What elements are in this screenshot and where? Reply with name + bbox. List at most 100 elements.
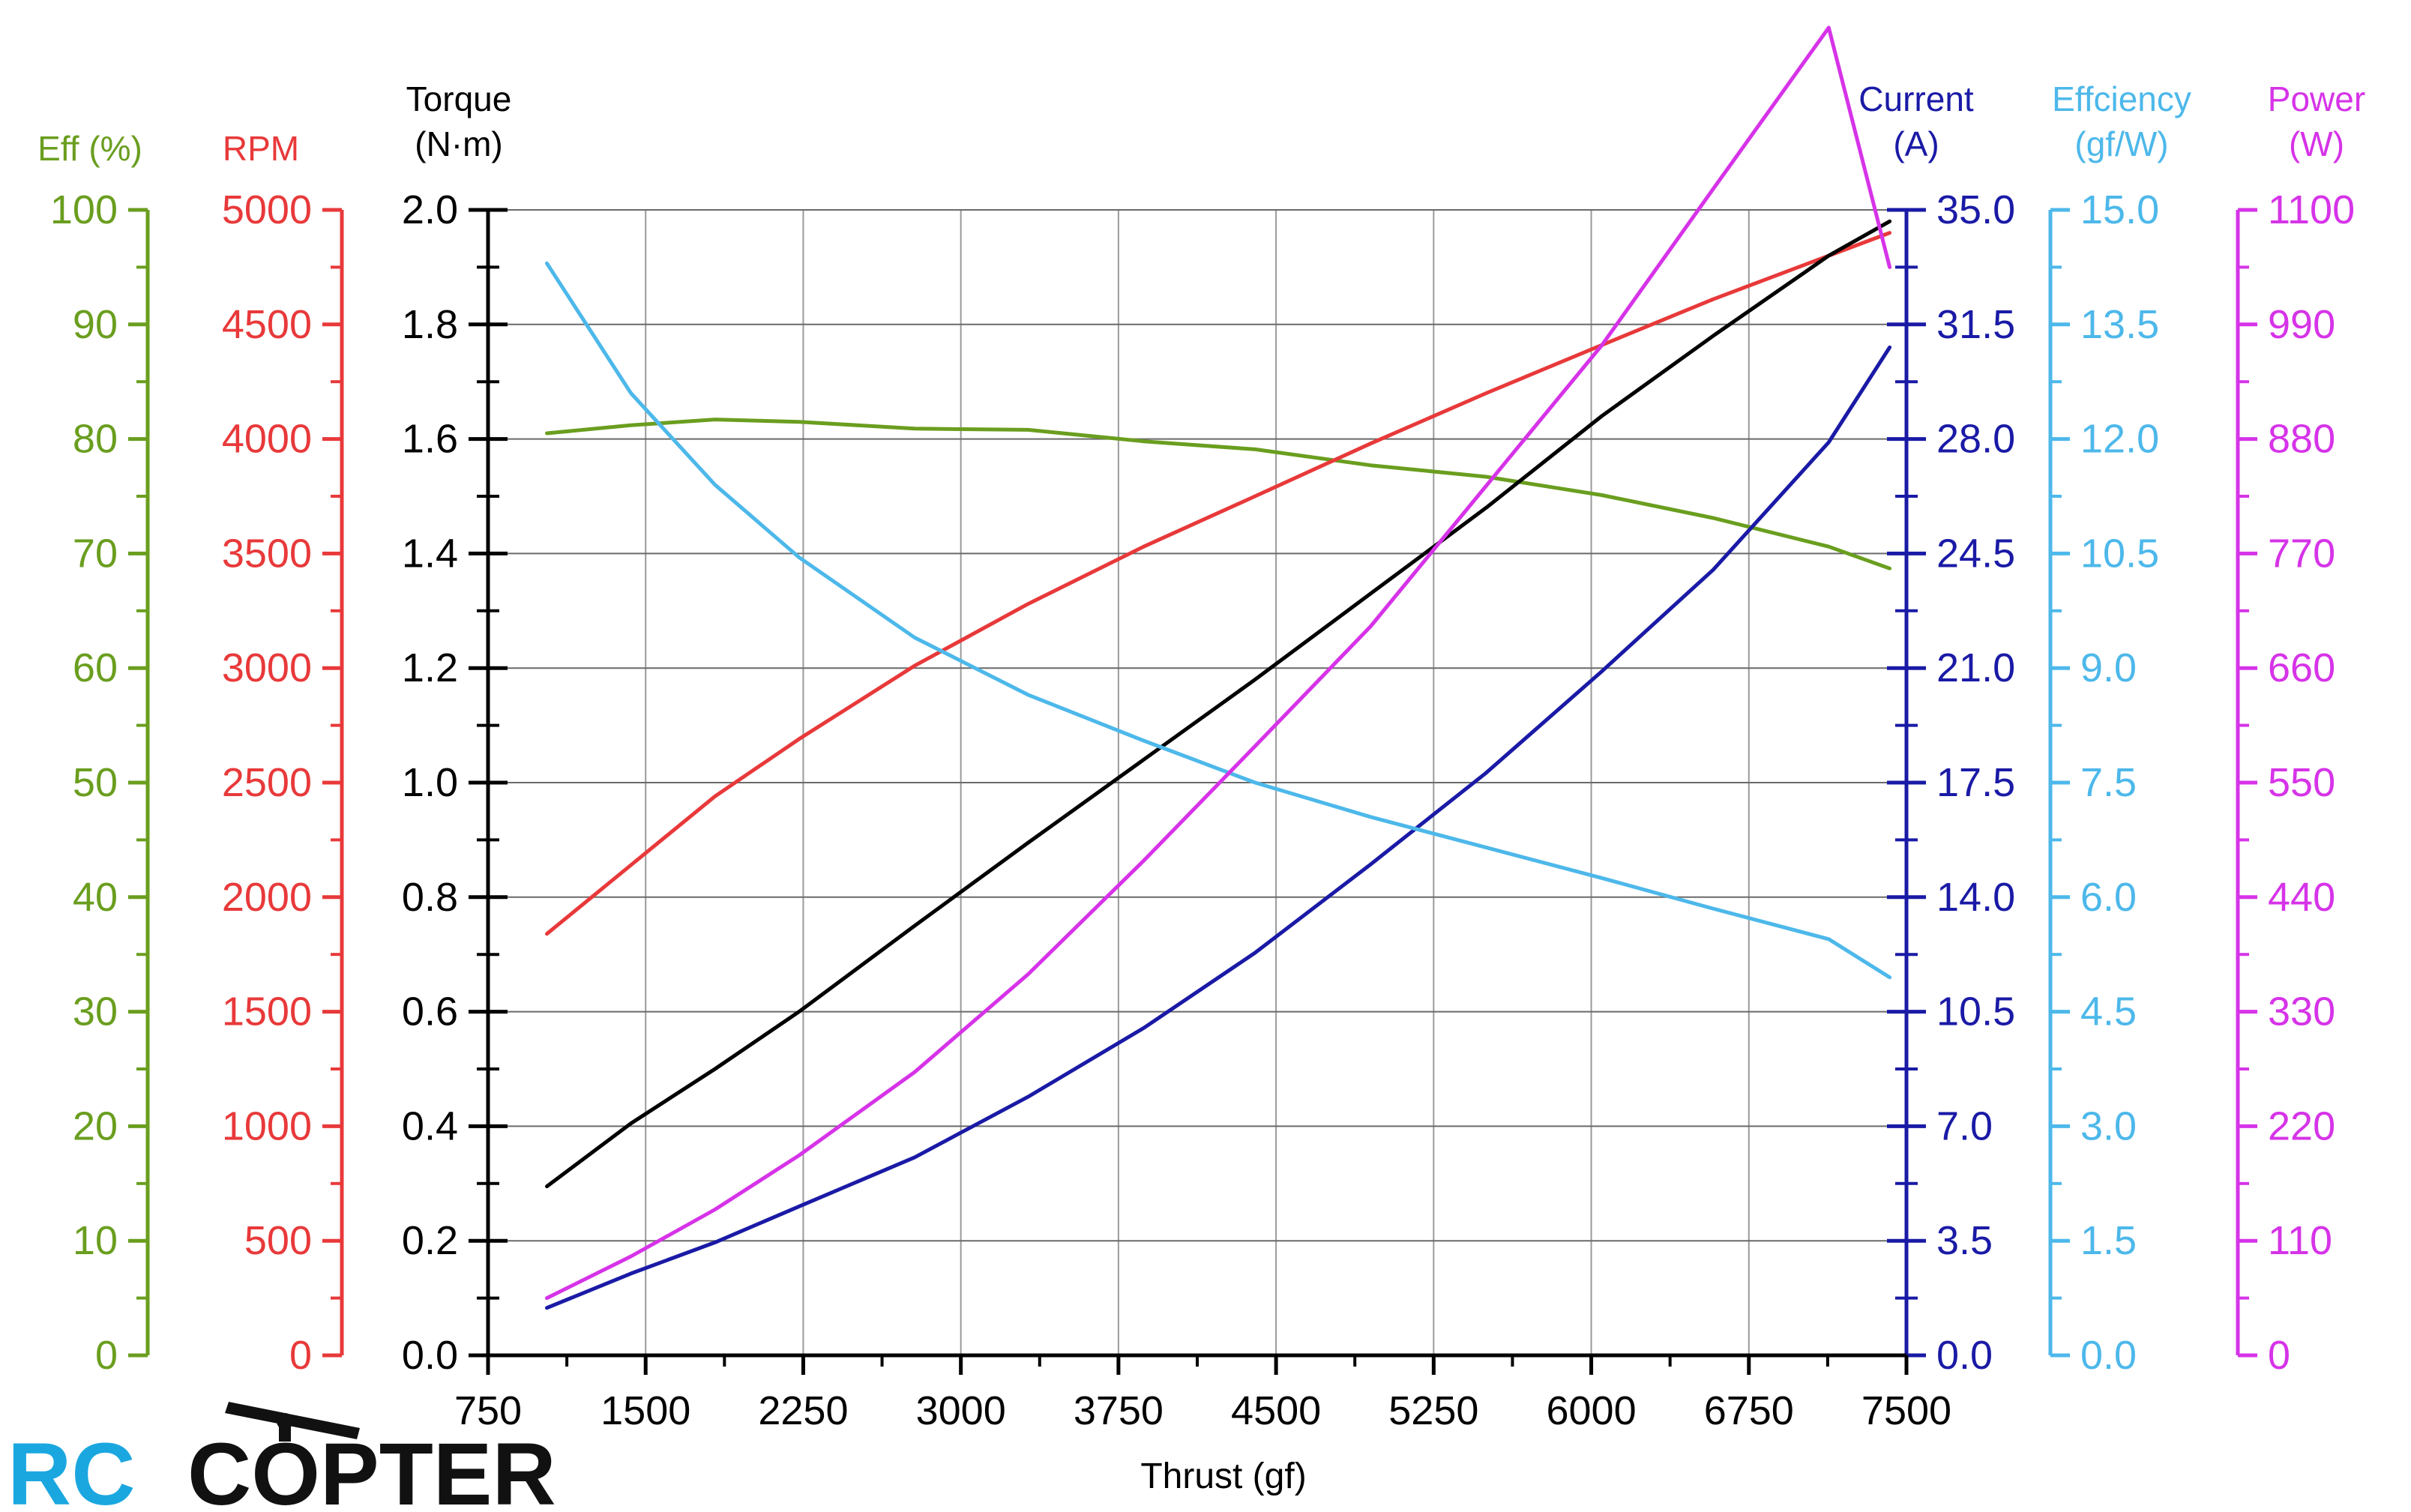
y-tick-label: 10.5 [1936, 990, 2015, 1034]
y-tick-label: 7.0 [1936, 1103, 1993, 1148]
y-tick-label: 4000 [222, 417, 312, 462]
y-tick-label: 3.5 [1936, 1218, 1993, 1263]
y-axis-eff_pct: 0 10 20 30 40 50 60 70 80 90 100 Eff (%) [37, 129, 150, 1378]
y-tick-label: 550 [2268, 760, 2335, 805]
y-tick-label: 770 [2268, 531, 2335, 576]
y-tick-label: 1.5 [2080, 1218, 2137, 1263]
y-tick-label: 1.2 [402, 645, 458, 690]
x-tick-label: 750 [454, 1388, 522, 1433]
x-tick-label: 2250 [758, 1388, 848, 1433]
y-tick-label: 0.0 [1936, 1333, 1993, 1378]
y-tick-label: 2500 [222, 760, 312, 805]
y-tick-label: 12.0 [2080, 417, 2159, 462]
y-axis-title: Torque [406, 79, 512, 118]
y-tick-label: 1.0 [402, 760, 458, 805]
x-tick-label: 3750 [1074, 1388, 1164, 1433]
x-tick-label: 1500 [601, 1388, 690, 1433]
y-tick-label: 500 [244, 1218, 312, 1263]
y-axis-title: (A) [1893, 124, 1939, 163]
y-axis-title: Eff (%) [37, 129, 142, 168]
x-axis-title: Thrust (gf) [1140, 1457, 1306, 1496]
y-tick-label: 10.5 [2080, 531, 2159, 576]
y-tick-label: 4500 [222, 302, 312, 347]
y-tick-label: 0 [289, 1333, 312, 1378]
logo-text-copter: COPTER [187, 1425, 556, 1512]
y-tick-label: 0 [2268, 1333, 2290, 1378]
y-tick-label: 6.0 [2080, 875, 2137, 920]
x-tick-label: 3000 [916, 1388, 1006, 1433]
y-tick-label: 1100 [2268, 187, 2355, 232]
y-tick-label: 0.0 [402, 1333, 458, 1378]
y-axis-title: Effciency [2052, 79, 2191, 118]
y-tick-label: 2000 [222, 875, 312, 920]
y-tick-label: 5000 [222, 187, 312, 232]
series-line-torque [545, 219, 1892, 1189]
y-tick-label: 21.0 [1936, 645, 2015, 690]
y-tick-label: 1500 [222, 990, 312, 1034]
y-axis-eff_gfw: 0.0 1.5 3.0 4.5 6.0 7.5 9.0 10.5 12.0 13.5 15.0 Eff… [2048, 79, 2191, 1378]
y-tick-label: 17.5 [1936, 760, 2015, 805]
y-axis-title: (gf/W) [2074, 124, 2168, 163]
series-line-power [545, 25, 1892, 1301]
logo-text-rc: RC [7, 1425, 135, 1512]
y-tick-label: 0.2 [402, 1218, 458, 1263]
y-tick-label: 80 [73, 417, 118, 462]
y-tick-label: 880 [2268, 417, 2335, 462]
y-tick-label: 40 [73, 875, 118, 920]
x-tick-label: 6000 [1546, 1388, 1636, 1433]
y-axis-power: 0 110 220 330 440 550 660 770 880 990 1100 Power (W) [2236, 79, 2365, 1378]
y-tick-label: 20 [73, 1103, 118, 1148]
y-tick-label: 90 [73, 302, 118, 347]
series-line-current [545, 345, 1892, 1310]
y-axis-torque: 0.0 0.2 0.4 0.6 0.8 1.0 1.2 1.4 1.6 1.8 2.0 Torque (… [402, 79, 511, 1378]
x-tick-label: 4500 [1231, 1388, 1321, 1433]
rotor-icon [225, 1402, 360, 1442]
y-tick-label: 3.0 [2080, 1103, 2137, 1148]
y-tick-label: 0.0 [2080, 1333, 2137, 1378]
series-line-eff_pct [545, 418, 1892, 570]
y-axis-title: RPM [223, 129, 299, 168]
y-tick-label: 50 [73, 760, 118, 805]
y-tick-label: 4.5 [2080, 990, 2137, 1034]
y-tick-label: 15.0 [2080, 187, 2159, 232]
y-axis-rpm: 0 500 1000 1500 2000 2500 3000 3500 4000 4500 5000… [222, 129, 344, 1378]
y-tick-label: 35.0 [1936, 187, 2015, 232]
y-axis-current: 0.0 3.5 7.0 10.5 14.0 17.5 21.0 24.5 28.0 31.5 35.… [1858, 79, 2015, 1378]
y-axis-title: (W) [2289, 124, 2344, 163]
y-tick-label: 28.0 [1936, 417, 2015, 462]
x-tick-label: 7500 [1861, 1388, 1951, 1433]
x-axis: 750 1500 2250 3000 3750 4500 5250 6000 6750 7500 [454, 1353, 1951, 1433]
series-line-rpm [545, 231, 1892, 936]
y-tick-label: 440 [2268, 875, 2335, 920]
y-axis-title: Power [2268, 79, 2365, 118]
y-tick-label: 30 [73, 990, 118, 1034]
y-tick-label: 1.8 [402, 302, 458, 347]
y-tick-label: 3500 [222, 531, 312, 576]
x-tick-label: 6750 [1704, 1388, 1794, 1433]
axes: 0 10 20 30 40 50 60 70 80 90 100 Eff (%) 0 500 1000 150… [37, 79, 2365, 1378]
y-tick-label: 10 [73, 1218, 118, 1263]
y-tick-label: 0.4 [402, 1103, 458, 1148]
y-tick-label: 990 [2268, 302, 2335, 347]
y-tick-label: 14.0 [1936, 875, 2015, 920]
y-tick-label: 3000 [222, 645, 312, 690]
rc-copter-logo: RC COPTER [7, 1402, 556, 1512]
y-tick-label: 100 [50, 187, 118, 232]
series-lines [545, 25, 1892, 1310]
y-tick-label: 660 [2268, 645, 2335, 690]
y-tick-label: 0.6 [402, 990, 458, 1034]
y-axis-title: (N·m) [415, 124, 503, 163]
y-tick-label: 220 [2268, 1103, 2335, 1148]
y-tick-label: 110 [2268, 1218, 2332, 1263]
y-tick-label: 1.4 [402, 531, 458, 576]
y-tick-label: 330 [2268, 990, 2335, 1034]
grid [488, 209, 1907, 1355]
y-tick-label: 7.5 [2080, 760, 2137, 805]
y-tick-label: 70 [73, 531, 118, 576]
y-axis-title: Current [1858, 79, 1974, 118]
y-tick-label: 1.6 [402, 417, 458, 462]
y-tick-label: 1000 [222, 1103, 312, 1148]
x-tick-label: 5250 [1388, 1388, 1478, 1433]
y-tick-label: 13.5 [2080, 302, 2159, 347]
